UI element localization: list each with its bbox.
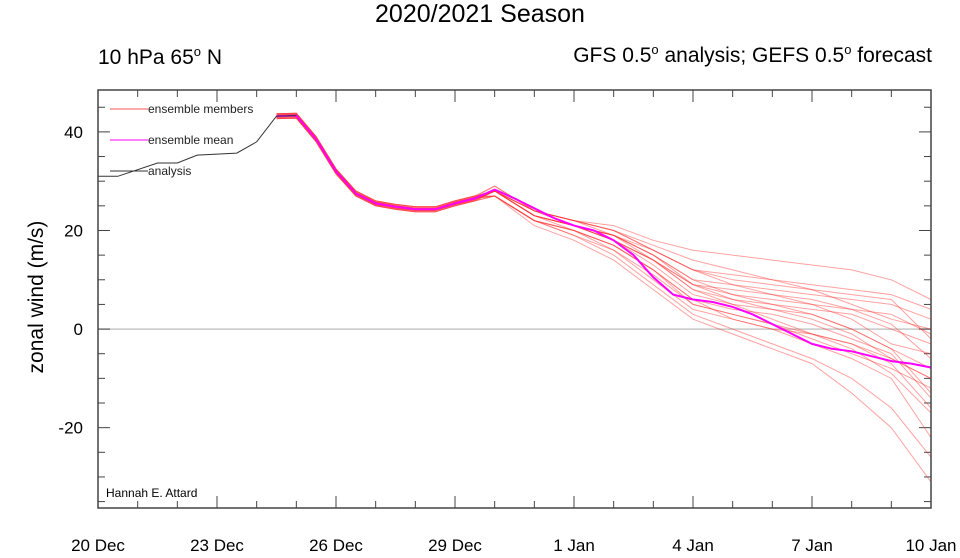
x-tick-label: 20 Dec xyxy=(71,536,125,555)
ensemble-member-line xyxy=(276,117,932,394)
x-tick-label: 23 Dec xyxy=(190,536,244,555)
y-tick-label: 40 xyxy=(64,123,83,142)
y-tick-label: 0 xyxy=(74,320,83,339)
ensemble-member-line xyxy=(276,117,932,300)
ensemble-member-line xyxy=(276,113,932,345)
y-tick-label: -20 xyxy=(58,419,83,438)
ensemble-member-line xyxy=(276,112,932,379)
degree-sup: o xyxy=(193,44,201,59)
x-tick-label: 10 Jan xyxy=(905,536,956,555)
legend-label: ensemble members xyxy=(148,102,253,116)
source-label: GFS 0.5o analysis; GEFS 0.5o forecast xyxy=(573,42,932,68)
chart-title: 2020/2021 Season xyxy=(375,0,585,28)
x-tick-label: 4 Jan xyxy=(672,536,714,555)
ensemble-member-line xyxy=(276,116,932,335)
x-tick-label: 29 Dec xyxy=(428,536,482,555)
x-tick-label: 26 Dec xyxy=(309,536,363,555)
ensemble-member-line xyxy=(276,115,932,414)
source-part: forecast xyxy=(851,44,932,67)
ensemble-member-line xyxy=(276,116,932,330)
ensemble-mean-line xyxy=(276,114,932,369)
level-suffix: N xyxy=(201,46,222,69)
source-part: GFS 0.5 xyxy=(573,44,652,67)
ensemble-member-line xyxy=(276,117,932,483)
ensemble-member-line xyxy=(276,115,932,409)
x-tick-label: 7 Jan xyxy=(791,536,833,555)
ensemble-member-line xyxy=(276,115,932,389)
ensemble-member-line xyxy=(276,117,932,458)
legend-label: analysis xyxy=(148,164,191,178)
ensemble-member-line xyxy=(276,116,932,310)
degree-sup: o xyxy=(844,42,852,57)
source-part: analysis; GEFS 0.5 xyxy=(658,44,845,67)
level-latitude-label: 10 hPa 65o N xyxy=(98,44,222,70)
level-text: 10 hPa 65 xyxy=(98,46,194,69)
y-tick-label: 20 xyxy=(64,221,83,240)
ensemble-member-line xyxy=(276,112,932,355)
credit-text: Hannah E. Attard xyxy=(106,486,197,500)
ensemble-member-line xyxy=(276,112,932,340)
analysis-line xyxy=(98,115,297,177)
ensemble-member-line xyxy=(276,112,932,438)
ensemble-member-line xyxy=(276,113,932,399)
plot-frame xyxy=(97,89,932,509)
x-tick-label: 1 Jan xyxy=(553,536,595,555)
ensemble-member-line xyxy=(276,116,932,320)
legend-label: ensemble mean xyxy=(148,133,233,147)
degree-sup: o xyxy=(651,42,659,57)
